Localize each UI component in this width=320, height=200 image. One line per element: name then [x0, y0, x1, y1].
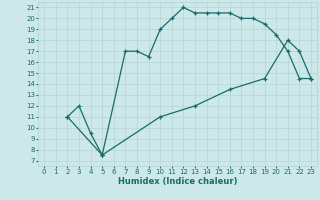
- X-axis label: Humidex (Indice chaleur): Humidex (Indice chaleur): [118, 177, 237, 186]
